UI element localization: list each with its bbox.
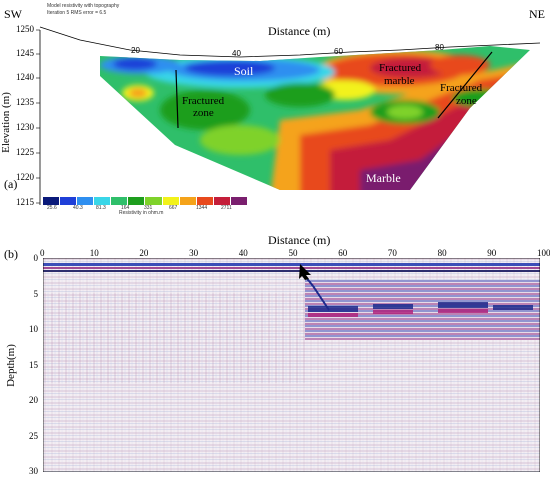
colorbar-swatch xyxy=(230,197,248,205)
colorbar-tick-label: 331 xyxy=(144,205,153,211)
panel-a-y-tick: 1235 xyxy=(16,97,34,107)
panel-a-topography-line xyxy=(39,26,541,58)
colorbar-swatch xyxy=(111,197,129,205)
colorbar-tick-label: 164 xyxy=(121,205,130,211)
panel-a-resistivity-section xyxy=(100,46,530,190)
panel-b-gpr-radargram xyxy=(43,258,540,472)
annotation-fractured-marble: Fractured xyxy=(379,62,422,74)
panel-a-y-tick: 1250 xyxy=(16,24,34,34)
annotation-fractured-zone-right: Fractured xyxy=(440,82,483,94)
panel-b-x-tick: 70 xyxy=(387,248,397,258)
panel-b-x-tick: 60 xyxy=(338,248,348,258)
panel-b-y-tick: 5 xyxy=(33,288,39,299)
panel-b-x-axis-title: Distance (m) xyxy=(268,233,331,247)
panel-a-corner-ne: NE xyxy=(529,7,545,21)
annotation-marble: Marble xyxy=(366,171,401,185)
panel-b-y-axis-title: Depth(m) xyxy=(4,344,17,387)
colorbar-swatch xyxy=(94,197,112,205)
colorbar-swatch xyxy=(77,197,95,205)
panel-b-arrow-icon xyxy=(299,264,311,280)
panel-a-x-tick: 40 xyxy=(232,49,241,58)
panel-a-y-tick: 1245 xyxy=(16,48,34,58)
colorbar-tick-label: 1344 xyxy=(196,205,208,211)
colorbar-swatch xyxy=(43,197,61,205)
panel-b-y-tick: 15 xyxy=(29,359,38,370)
panel-a-y-tick: 1215 xyxy=(16,197,34,207)
annotation-soil: Soil xyxy=(234,64,254,78)
panel-b-x-tick: 90 xyxy=(487,248,497,258)
colorbar-swatch xyxy=(128,197,146,205)
panel-b-y-tick: 20 xyxy=(29,395,38,405)
panel-b-x-tick: 20 xyxy=(139,248,149,258)
colorbar-tick-label: 81.3 xyxy=(96,205,106,211)
colorbar-swatch xyxy=(213,197,231,205)
colorbar-swatch xyxy=(145,197,163,205)
annotation-fractured-zone-right: zone xyxy=(456,95,477,107)
colorbar-swatch xyxy=(179,197,197,205)
panel-b-x-tick: 10 xyxy=(89,248,99,258)
colorbar-tick-label: 40.3 xyxy=(73,205,83,211)
panel-a-section xyxy=(36,26,541,205)
panel-a-y-tick: 1220 xyxy=(16,172,34,182)
colorbar-swatch xyxy=(162,197,180,205)
panel-a-corner-sw: SW xyxy=(4,7,22,21)
panel-a-header-line1: Model resistivity with topography xyxy=(47,3,120,9)
colorbar xyxy=(43,197,248,205)
annotation-fractured-zone-left: zone xyxy=(193,107,214,119)
panel-a-y-tick: 1240 xyxy=(16,72,34,82)
colorbar-swatch xyxy=(196,197,214,205)
panel-a-header-line2: Iteration 5 RMS error = 6.5 xyxy=(47,10,107,16)
panel-b-x-tick: 80 xyxy=(437,248,447,258)
colorbar-swatch xyxy=(60,197,78,205)
panel-b-x-tick: 0 xyxy=(40,248,45,258)
panel-b-label: (b) xyxy=(4,247,18,261)
panel-a-fault-line-right xyxy=(437,51,493,119)
panel-b-x-tick: 40 xyxy=(238,248,248,258)
panel-b-x-tick: 50 xyxy=(288,248,298,258)
panel-b-y-tick: 10 xyxy=(29,324,38,334)
annotation-fractured-marble: marble xyxy=(384,75,415,87)
panel-a-label: (a) xyxy=(4,177,18,191)
colorbar-tick-label: 667 xyxy=(169,205,178,211)
annotation-fractured-zone-left: Fractured xyxy=(182,95,225,107)
panel-b-y-tick: 25 xyxy=(29,430,38,441)
panel-b-y-tick: 30 xyxy=(29,466,38,476)
colorbar-tick-label: 2711 xyxy=(221,205,232,211)
panel-a-y-tick: 1230 xyxy=(16,122,34,132)
panel-a-y-tick: 1225 xyxy=(16,147,34,157)
panel-b-x-tick: 30 xyxy=(189,248,199,258)
panel-b-x-tick: 100 xyxy=(537,248,550,258)
colorbar-tick-label: 25.6 xyxy=(47,205,57,211)
colorbar-caption: Resistivity in ohm.m xyxy=(119,210,164,216)
panel-a-x-axis-title: Distance (m) xyxy=(268,24,331,38)
panel-a-fault-line-left xyxy=(175,69,179,129)
panel-b-y-tick: 0 xyxy=(33,253,39,263)
panel-a-x-tick: 60 xyxy=(334,47,343,56)
